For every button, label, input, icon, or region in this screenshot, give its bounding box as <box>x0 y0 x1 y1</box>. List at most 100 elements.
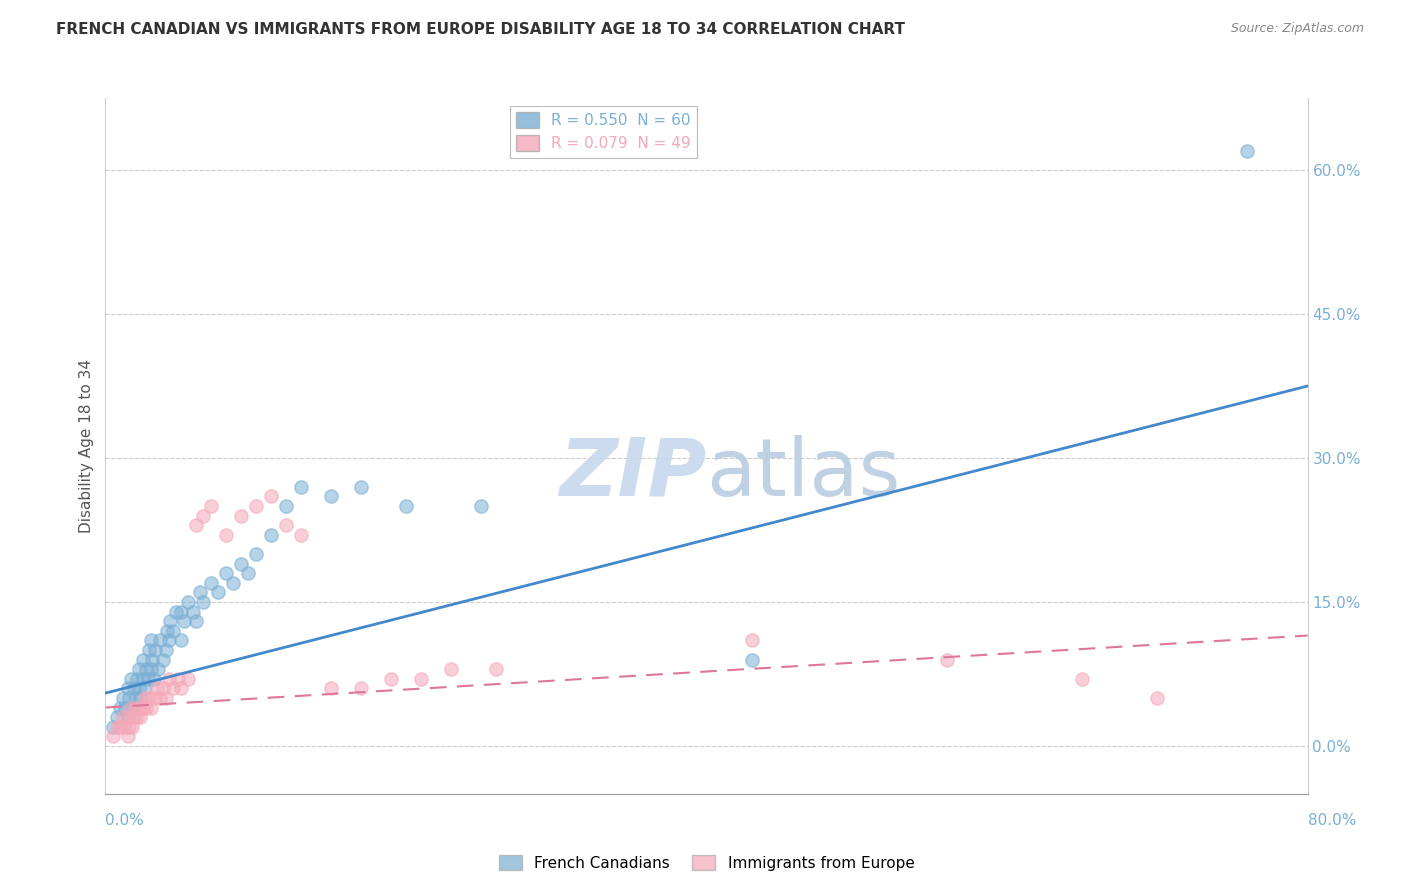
Point <box>380 672 402 686</box>
Point <box>245 499 267 513</box>
Point <box>741 652 763 666</box>
Point <box>132 652 155 666</box>
Point <box>122 710 145 724</box>
Point <box>132 700 155 714</box>
Point <box>118 720 141 734</box>
Point <box>169 605 191 619</box>
Point <box>136 690 159 705</box>
Point <box>184 614 207 628</box>
Point <box>110 700 132 714</box>
Point <box>165 605 187 619</box>
Point <box>260 489 283 503</box>
Point <box>112 690 135 705</box>
Point <box>128 662 150 676</box>
Point <box>110 720 132 734</box>
Point <box>319 681 342 696</box>
Point <box>132 672 155 686</box>
Point <box>124 700 146 714</box>
Point <box>191 508 214 523</box>
Point <box>440 662 463 676</box>
Point <box>290 528 312 542</box>
Point <box>214 566 236 581</box>
Point <box>122 681 145 696</box>
Point <box>142 672 165 686</box>
Point <box>162 624 184 638</box>
Point <box>121 700 143 714</box>
Point <box>260 528 283 542</box>
Point <box>214 528 236 542</box>
Point <box>124 690 146 705</box>
Point <box>169 633 191 648</box>
Point <box>485 662 508 676</box>
Point <box>157 633 180 648</box>
Point <box>152 681 174 696</box>
Point <box>128 681 150 696</box>
Point <box>156 624 179 638</box>
Point <box>134 681 156 696</box>
Point <box>121 720 143 734</box>
Point <box>138 643 160 657</box>
Point <box>101 720 124 734</box>
Point <box>139 700 162 714</box>
Point <box>107 720 129 734</box>
Point <box>152 652 174 666</box>
Point <box>117 710 139 724</box>
Point <box>148 690 170 705</box>
Point <box>145 681 167 696</box>
Point <box>157 672 180 686</box>
Point <box>1071 672 1094 686</box>
Point <box>274 518 297 533</box>
Point <box>319 489 342 503</box>
Point <box>148 633 170 648</box>
Point <box>169 681 191 696</box>
Point <box>173 614 195 628</box>
Legend: R = 0.550  N = 60, R = 0.079  N = 49: R = 0.550 N = 60, R = 0.079 N = 49 <box>510 106 697 158</box>
Point <box>350 480 373 494</box>
Point <box>350 681 373 696</box>
Text: FRENCH CANADIAN VS IMMIGRANTS FROM EUROPE DISABILITY AGE 18 TO 34 CORRELATION CH: FRENCH CANADIAN VS IMMIGRANTS FROM EUROP… <box>56 22 905 37</box>
Point <box>155 643 177 657</box>
Point <box>177 595 200 609</box>
Text: 80.0%: 80.0% <box>1309 814 1357 828</box>
Text: 0.0%: 0.0% <box>105 814 145 828</box>
Point <box>129 710 152 724</box>
Point <box>200 499 222 513</box>
Point <box>142 690 165 705</box>
Point <box>936 652 959 666</box>
Point <box>409 672 432 686</box>
Point <box>470 499 492 513</box>
Point <box>1236 144 1258 158</box>
Point <box>139 633 162 648</box>
Point <box>120 672 142 686</box>
Point <box>191 595 214 609</box>
Point <box>135 662 157 676</box>
Point <box>177 672 200 686</box>
Point <box>238 566 260 581</box>
Point <box>146 662 169 676</box>
Point <box>1146 690 1168 705</box>
Point <box>181 605 204 619</box>
Point <box>188 585 211 599</box>
Point <box>136 672 159 686</box>
Point <box>207 585 229 599</box>
Point <box>245 547 267 561</box>
Point <box>120 700 142 714</box>
Point <box>134 690 156 705</box>
Point <box>162 681 184 696</box>
Point <box>118 690 141 705</box>
Point <box>129 690 152 705</box>
Point <box>229 508 252 523</box>
Y-axis label: Disability Age 18 to 34: Disability Age 18 to 34 <box>79 359 94 533</box>
Point <box>155 690 177 705</box>
Point <box>290 480 312 494</box>
Point <box>125 710 148 724</box>
Point <box>114 700 136 714</box>
Point <box>114 720 136 734</box>
Text: ZIP: ZIP <box>560 434 707 513</box>
Point <box>117 729 139 743</box>
Point <box>159 614 181 628</box>
Point <box>166 672 188 686</box>
Point <box>117 710 139 724</box>
Point <box>274 499 297 513</box>
Text: atlas: atlas <box>707 434 901 513</box>
